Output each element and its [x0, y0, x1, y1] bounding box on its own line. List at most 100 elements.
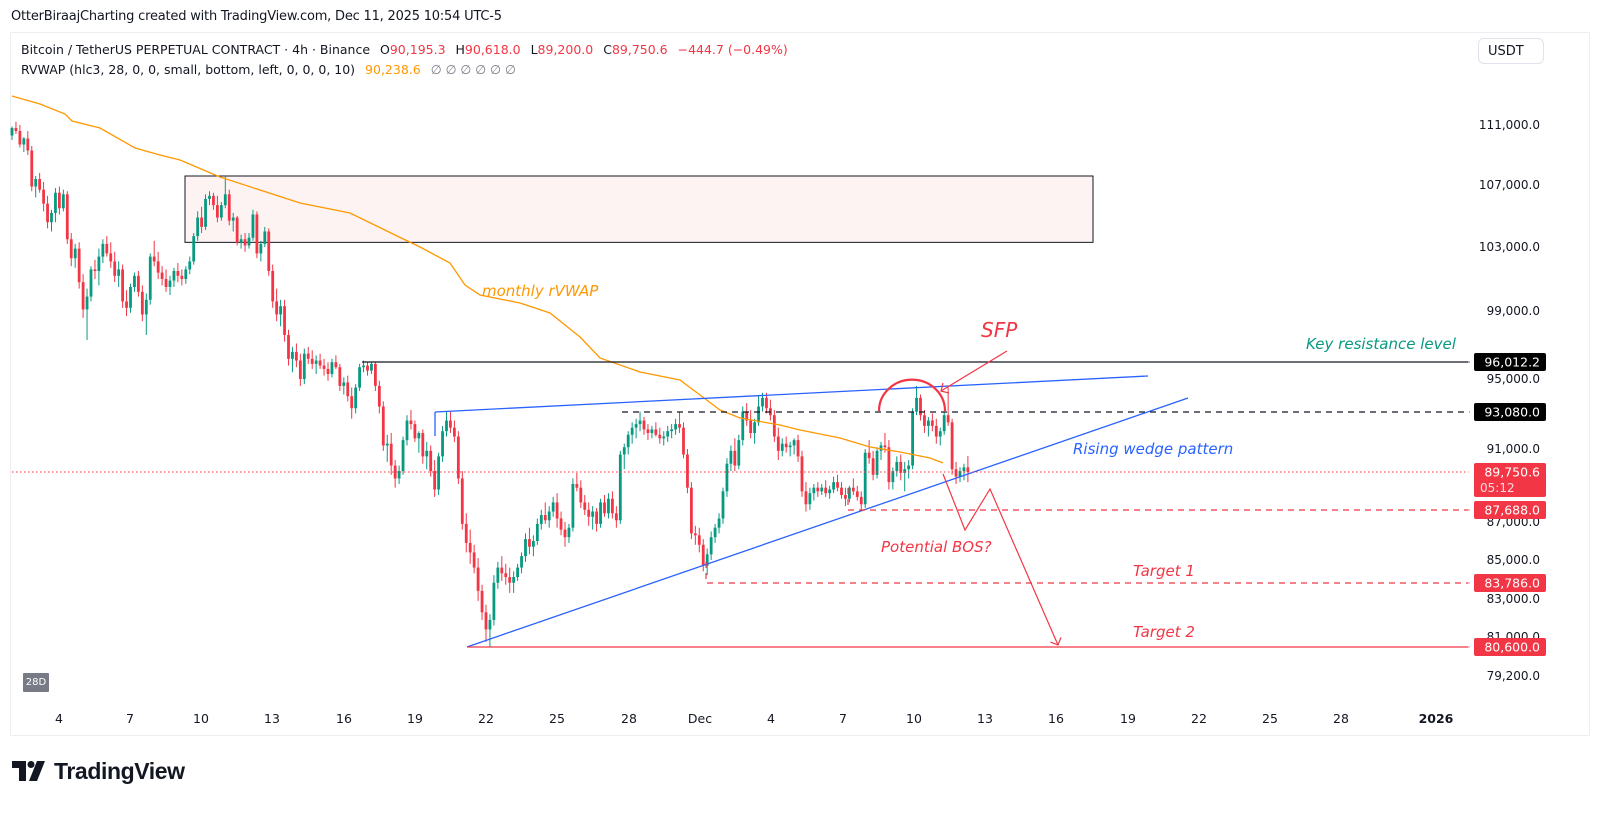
- candle-body: [133, 275, 136, 287]
- candle-body: [496, 567, 500, 583]
- candle-body: [871, 458, 875, 475]
- price-axis[interactable]: 111,000.0 107,000.0 103,000.0 99,000.0 95,00…: [1479, 118, 1540, 683]
- candle-body: [721, 491, 725, 519]
- candle-body: [642, 420, 646, 430]
- candle-body: [113, 261, 117, 276]
- time-tick-label: 2026: [1419, 711, 1454, 726]
- time-tick-label: 4: [767, 711, 775, 726]
- time-tick-label: 10: [906, 711, 922, 726]
- change-value: −444.7 (−0.49%): [677, 42, 788, 57]
- symbol-title[interactable]: Bitcoin / TetherUS PERPETUAL CONTRACT · …: [21, 42, 371, 57]
- price-tick-label: 99,000.0: [1487, 304, 1540, 318]
- candle-body: [144, 299, 148, 315]
- currency-button[interactable]: USDT: [1478, 38, 1544, 64]
- annotation-text[interactable]: Potential BOS?: [881, 538, 992, 556]
- candle-body: [848, 487, 851, 499]
- candle-body: [433, 471, 437, 490]
- candle-body: [188, 261, 192, 270]
- candle-body: [808, 493, 812, 505]
- sfp-arc[interactable]: [877, 378, 947, 412]
- candle-body: [377, 385, 381, 407]
- candle-body: [911, 411, 914, 466]
- candle-body: [318, 360, 322, 366]
- tradingview-logo-text: TradingView: [54, 757, 185, 784]
- candle-body: [690, 487, 693, 534]
- time-tick-label: 10: [193, 711, 209, 726]
- chart-frame: [10, 32, 1590, 736]
- candle-body: [875, 450, 879, 475]
- candle-body: [69, 239, 73, 259]
- candle-body: [693, 533, 697, 536]
- time-tick-label: Dec: [688, 711, 712, 726]
- candle-body: [231, 217, 235, 221]
- price-label-badge: [1474, 352, 1546, 371]
- candle-body: [460, 478, 464, 524]
- candle-body: [832, 482, 835, 490]
- candle-body: [524, 539, 527, 557]
- candle-body: [599, 502, 602, 524]
- candle-body: [567, 527, 571, 538]
- candle-body: [243, 239, 247, 246]
- candle-body: [946, 415, 950, 423]
- candle-body: [212, 195, 215, 206]
- candle-body: [587, 509, 591, 517]
- candle-body: [279, 306, 282, 315]
- candle-body: [500, 567, 504, 574]
- candle-body: [701, 544, 705, 566]
- candle-body: [216, 205, 219, 218]
- candle-body: [314, 360, 318, 364]
- candle-body: [172, 271, 176, 281]
- candle-body: [528, 539, 531, 547]
- candle-body: [796, 440, 800, 457]
- time-tick-label: 16: [1048, 711, 1064, 726]
- candle-body: [164, 279, 168, 287]
- indicator-title[interactable]: RVWAP (hlc3, 28, 0, 0, small, bottom, le…: [21, 62, 356, 77]
- candle-body: [302, 353, 306, 379]
- sfp-arrow[interactable]: [941, 350, 1008, 391]
- candle-body: [532, 541, 535, 547]
- annotation-text[interactable]: Key resistance level: [1306, 335, 1457, 353]
- annotation-text[interactable]: SFP: [981, 318, 1018, 342]
- price-tick-label: 91,000.0: [1487, 442, 1540, 456]
- candle-body: [678, 424, 681, 428]
- candle-body: [322, 365, 326, 369]
- projection-path-arrow[interactable]: [942, 473, 1058, 645]
- high-value: 90,618.0: [464, 42, 521, 57]
- candle-body: [654, 429, 658, 435]
- candle-body: [196, 217, 200, 237]
- tradingview-logo[interactable]: TradingView: [12, 757, 185, 785]
- level-87688-dashed[interactable]: [847, 488, 1470, 511]
- open-label: O: [380, 42, 390, 57]
- candle-body: [61, 194, 65, 209]
- candle-body: [930, 420, 934, 426]
- candle-body: [283, 306, 286, 335]
- candle-body: [441, 431, 444, 457]
- candle-body: [646, 429, 650, 433]
- target-1-dashed-line[interactable]: [705, 562, 1470, 584]
- chart-annotations: monthly rVWAP SFP Key resistance level Risi…: [482, 282, 1457, 641]
- candle-body: [820, 487, 824, 492]
- annotation-text[interactable]: Target 1: [1133, 562, 1195, 580]
- candle-body: [962, 467, 966, 472]
- candle-body: [192, 236, 196, 262]
- range-badge[interactable]: 28D: [23, 673, 49, 692]
- candle-body: [14, 128, 18, 131]
- candle-body: [129, 287, 132, 308]
- candle-body: [950, 422, 954, 470]
- candle-body: [788, 445, 792, 448]
- close-value: 89,750.6: [611, 42, 668, 57]
- candle-body: [804, 491, 808, 505]
- candle-body: [508, 577, 512, 583]
- time-axis[interactable]: 4 7 10 13 16 19 22 25 28 Dec 4 7 10 13 16 19 22 25 28 2026: [55, 711, 1454, 726]
- wedge-lower-trendline[interactable]: [466, 397, 1189, 648]
- candle-body: [350, 396, 354, 409]
- candle-body: [263, 231, 267, 244]
- annotation-text[interactable]: Rising wedge pattern: [1073, 440, 1233, 458]
- wedge-upper-trendline[interactable]: [434, 375, 1149, 413]
- annotation-text[interactable]: monthly rVWAP: [482, 282, 599, 300]
- candle-body: [891, 471, 895, 483]
- annotation-text[interactable]: Target 2: [1133, 623, 1195, 641]
- supply-zone-rectangle[interactable]: [184, 175, 1094, 243]
- candle-body: [437, 456, 440, 490]
